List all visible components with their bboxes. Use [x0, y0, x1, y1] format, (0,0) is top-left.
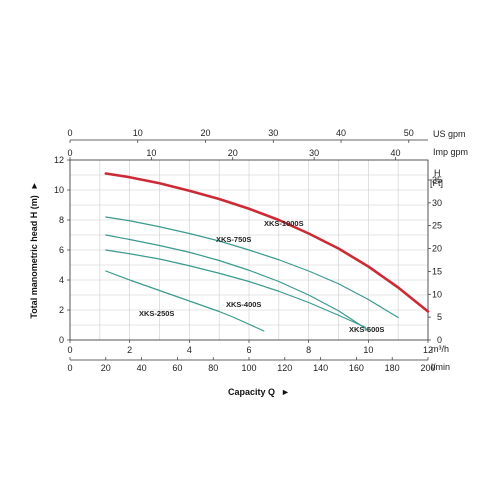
- lmin-tick-label: 100: [241, 363, 256, 373]
- x-tick-label: 2: [127, 345, 132, 355]
- lmin-tick-label: 80: [208, 363, 218, 373]
- ft-tick-label: 5: [437, 312, 442, 322]
- us-gpm-tick-label: 20: [201, 128, 211, 138]
- ft-tick-label: 10: [432, 289, 442, 299]
- imp-gpm-tick-label: 10: [146, 148, 156, 158]
- ft-tick-label: 15: [432, 266, 442, 276]
- y-tick-label: 6: [59, 245, 64, 255]
- x-tick-label: 4: [187, 345, 192, 355]
- lmin-tick-label: 0: [67, 363, 72, 373]
- right-axis-label-ft: [Ft]: [430, 178, 443, 188]
- ft-tick-label: 30: [432, 198, 442, 208]
- us-gpm-tick-label: 40: [336, 128, 346, 138]
- series-labels: XKS-1000S XKS-750S XKS-500S XKS-400S XKS-250…: [139, 219, 384, 334]
- series-label-xks-250s: XKS-250S: [139, 309, 174, 318]
- imp-gpm-tick-label: 0: [67, 148, 72, 158]
- us-gpm-tick-label: 10: [133, 128, 143, 138]
- x-tick-label: 6: [246, 345, 251, 355]
- us-gpm-tick-label: 50: [404, 128, 414, 138]
- x-tick-label: 8: [306, 345, 311, 355]
- right-axis-label-h: H: [434, 168, 441, 178]
- x-axis-title: Capacity Q ►: [228, 387, 290, 397]
- imp-gpm-tick-label: 20: [228, 148, 238, 158]
- y-tick-label: 10: [54, 185, 64, 195]
- series-label-xks-400s: XKS-400S: [226, 300, 261, 309]
- lmin-tick-label: 200: [420, 363, 435, 373]
- us-gpm-tick-label: 30: [268, 128, 278, 138]
- y-tick-label: 12: [54, 155, 64, 165]
- lmin-tick-label: 140: [313, 363, 328, 373]
- ft-tick-label: 20: [432, 244, 442, 254]
- x-tick-label: 0: [67, 345, 72, 355]
- ft-tick-label: 35: [432, 175, 442, 185]
- series-line-xks-250s: [105, 270, 265, 332]
- series-group: [104, 172, 430, 332]
- lmin-tick-label: 20: [101, 363, 111, 373]
- series-label-xks-750s: XKS-750S: [216, 235, 251, 244]
- y-axis-title: Total manometric head H (m)►: [29, 181, 39, 318]
- y-tick-label: 8: [59, 215, 64, 225]
- series-line-xks-500s: [105, 234, 369, 331]
- us-gpm-tick-label: 0: [67, 128, 72, 138]
- unit-imp-gpm: Imp gpm: [433, 147, 468, 157]
- series-label-xks-500s: XKS-500S: [349, 325, 384, 334]
- ft-tick-label: 0: [437, 335, 442, 345]
- lmin-tick-label: 180: [385, 363, 400, 373]
- imp-gpm-tick-label: 40: [390, 148, 400, 158]
- imp-gpm-tick-label: 30: [309, 148, 319, 158]
- series-line-xks-750s: [105, 216, 399, 319]
- series-label-xks-1000s: XKS-1000S: [264, 219, 304, 228]
- series-line-xks-400s: [105, 249, 366, 328]
- series-line-xks-1000s: [104, 172, 430, 313]
- unit-lmin: l/min: [431, 362, 450, 372]
- y-tick-label: 2: [59, 305, 64, 315]
- unit-us-gpm: US gpm: [433, 129, 466, 139]
- x-tick-label: 10: [363, 345, 373, 355]
- lmin-tick-label: 40: [137, 363, 147, 373]
- lmin-tick-label: 60: [172, 363, 182, 373]
- lmin-tick-label: 120: [277, 363, 292, 373]
- ft-tick-label: 25: [432, 221, 442, 231]
- unit-m3h: m³/h: [431, 344, 449, 354]
- x-tick-label: 12: [423, 345, 433, 355]
- y-tick-label: 4: [59, 275, 64, 285]
- lmin-tick-label: 160: [349, 363, 364, 373]
- y-tick-label: 0: [59, 335, 64, 345]
